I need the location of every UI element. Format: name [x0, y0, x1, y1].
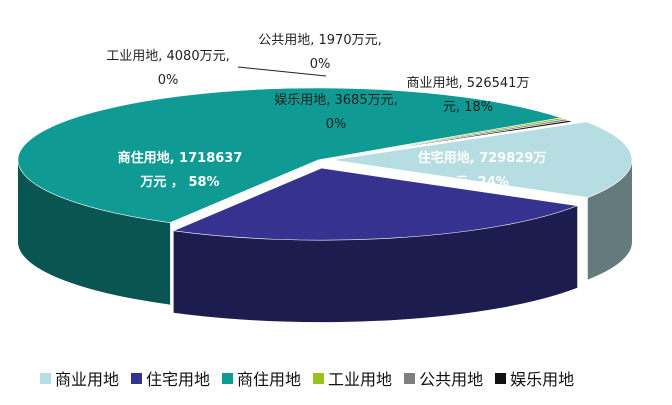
leader-line	[237, 66, 327, 77]
legend-item: 住宅用地	[131, 366, 210, 390]
pie-slice-1	[172, 167, 579, 241]
pie-side-0	[587, 159, 632, 280]
legend: 商业用地 住宅用地 商住用地 工业用地 公共用地 娱乐用地	[40, 366, 660, 390]
legend-label: 商业用地	[55, 370, 120, 389]
legend-item: 商住用地	[222, 366, 301, 390]
legend-item: 娱乐用地	[495, 366, 574, 390]
legend-label: 住宅用地	[146, 370, 211, 389]
legend-item: 公共用地	[404, 366, 483, 390]
legend-swatch	[495, 372, 507, 384]
legend-swatch	[131, 372, 143, 384]
legend-swatch	[222, 372, 234, 384]
legend-label: 公共用地	[419, 370, 484, 389]
data-labels: 商业用地, 526541万元, 18% 住宅用地, 729829万元, 24% 商住…	[106, 33, 546, 190]
pie-slice-0	[331, 121, 633, 198]
data-label-2: 商住用地, 1718637 万元 ， 58%	[118, 150, 243, 190]
pie-side-2	[18, 160, 171, 305]
data-label-5: 娱乐用地, 3685万元, 0%	[274, 93, 397, 132]
pie-tops	[17, 87, 633, 241]
data-label-1: 住宅用地, 729829万元, 24%	[418, 150, 547, 190]
pie-slice-5	[317, 120, 574, 161]
data-label-3: 工业用地, 4080万元, 0%	[106, 49, 229, 88]
data-label-4: 公共用地, 1970万元, 0%	[258, 33, 381, 72]
leader-lines	[237, 66, 327, 77]
legend-swatch	[40, 372, 51, 384]
legend-item: 工业用地	[313, 366, 392, 390]
legend-swatch	[313, 372, 325, 384]
pie-sides	[18, 159, 632, 323]
legend-swatch	[404, 372, 416, 384]
legend-label: 工业用地	[328, 370, 393, 389]
data-label-0: 商业用地, 526541万元, 18%	[407, 76, 530, 115]
pie-side-1	[173, 205, 578, 323]
legend-item: 商业用地	[40, 366, 119, 390]
legend-label: 娱乐用地	[510, 370, 575, 389]
pie-slice-2	[17, 87, 562, 223]
legend-label: 商住用地	[237, 370, 302, 389]
